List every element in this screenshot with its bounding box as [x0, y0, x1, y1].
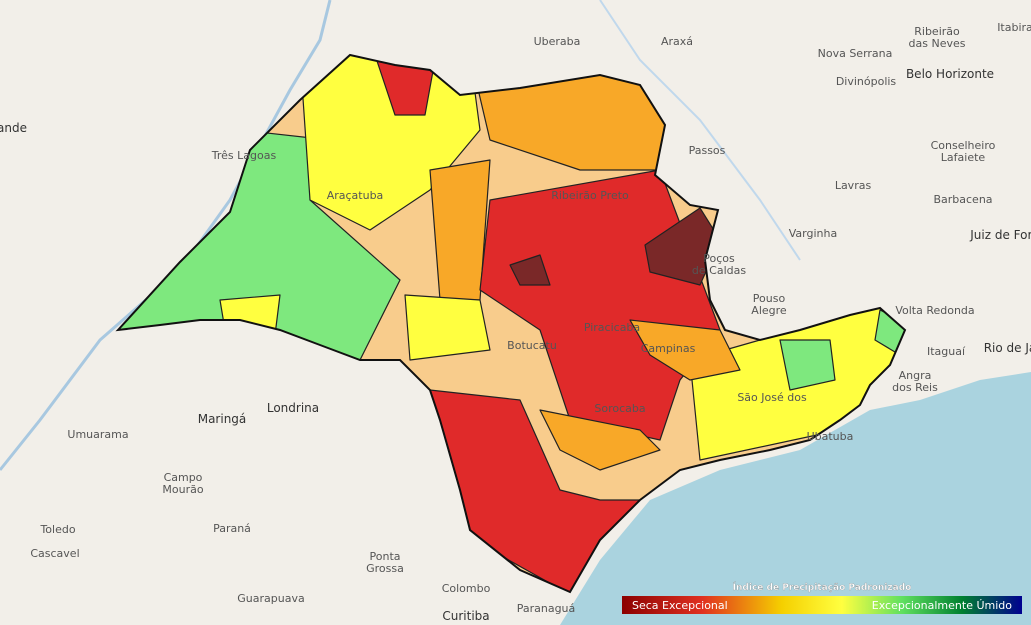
place-label: Lafaiete [941, 151, 986, 164]
region [299, 55, 481, 231]
place-label: Três Lagoas [211, 149, 277, 162]
place-label: Paraná [213, 522, 251, 535]
place-label: Campo [164, 471, 203, 484]
place-label: Itabira [997, 21, 1031, 34]
place-label: São José dos [737, 391, 807, 404]
place-label: Pouso [753, 292, 786, 305]
place-label: Poços [703, 252, 735, 265]
region [404, 294, 491, 361]
legend-title: Índice de Precipitação Padronizado [733, 581, 912, 593]
place-label: Ponta [370, 550, 401, 563]
place-label: Araxá [661, 35, 693, 48]
region [539, 409, 661, 471]
place-label: Cascavel [30, 547, 79, 560]
region [509, 254, 551, 286]
region [779, 339, 836, 391]
place-label: Angra [899, 369, 932, 382]
place-label: Passos [689, 144, 726, 157]
place-label: Itaguaí [927, 345, 966, 358]
place-label: Ubatuba [807, 430, 854, 443]
place-label: Grossa [366, 562, 404, 575]
legend-low: Seca Excepcional [632, 599, 728, 612]
place-label: Varginha [789, 227, 837, 240]
place-label: Nova Serrana [818, 47, 893, 60]
place-label: Conselheiro [931, 139, 996, 152]
legend-bar [622, 596, 1022, 614]
place-label: Guarapuava [237, 592, 304, 605]
place-label: Belo Horizonte [906, 67, 994, 81]
place-label: Alegre [751, 304, 787, 317]
river [0, 0, 332, 471]
place-label: Barbacena [933, 193, 992, 206]
place-label: Ribeirão Preto [551, 189, 629, 202]
place-label: dos Reis [892, 381, 938, 394]
state-outline [115, 53, 907, 594]
place-label: Umuarama [67, 428, 128, 441]
region [629, 319, 741, 381]
place-label: Paranaguá [517, 602, 576, 615]
place-label: Juiz de Fora [969, 228, 1031, 242]
place-label: Volta Redonda [895, 304, 974, 317]
place-label: Maringá [198, 412, 247, 426]
place-label: Araçatuba [327, 189, 384, 202]
place-label: Curitiba [442, 609, 489, 623]
river [599, 0, 801, 261]
place-label: Piracicaba [584, 321, 640, 334]
place-label: Divinópolis [836, 75, 897, 88]
legend: Índice de Precipitação Padronizado Seca … [622, 581, 1022, 614]
place-label: Uberaba [534, 35, 581, 48]
place-label: Colombo [442, 582, 491, 595]
place-label: Lavras [835, 179, 872, 192]
place-label: Sorocaba [594, 402, 645, 415]
place-label: Londrina [267, 401, 319, 415]
place-label: Campinas [641, 342, 696, 355]
ocean [560, 372, 1031, 625]
place-label: ande [0, 121, 27, 135]
place-label: de Caldas [692, 264, 746, 277]
place-label: Rio de Ja [984, 341, 1031, 355]
place-label: Mourão [162, 483, 203, 496]
place-label: das Neves [909, 37, 966, 50]
place-label: Botucatu [507, 339, 557, 352]
place-label: Toledo [39, 523, 75, 536]
legend-high: Excepcionalmente Úmido [872, 599, 1013, 612]
place-label: Ribeirão [914, 25, 960, 38]
